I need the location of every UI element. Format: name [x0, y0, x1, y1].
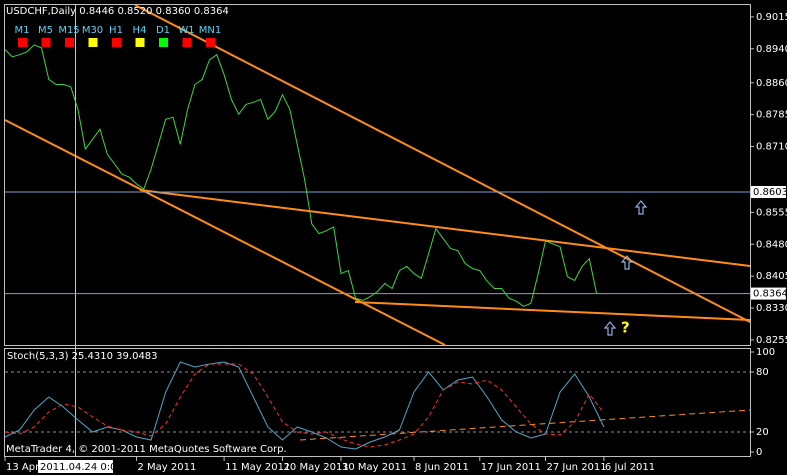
up-arrow: [634, 200, 648, 215]
crosshair-label-box: [38, 460, 113, 473]
timeframe-label: MN1: [199, 25, 221, 36]
y-tick-label: 0.8255: [756, 335, 787, 346]
series-line: [4, 44, 598, 307]
level-label: 0.8364: [753, 289, 787, 300]
x-tick-label: 6 Jul 2011: [605, 462, 655, 473]
high: 0.8520: [117, 6, 152, 17]
series-line: [4, 361, 605, 450]
timeframe-status: [135, 38, 145, 47]
trend-line: [134, 4, 751, 323]
stoch-frame: [4, 348, 751, 457]
timeframe-status: [182, 38, 192, 47]
x-tick-label: 20 May 2011: [284, 462, 349, 473]
price-frame: [4, 4, 751, 346]
y-tick-label: 20: [756, 427, 769, 438]
y-tick-label: 0.8405: [756, 271, 787, 282]
trend-line: [354, 301, 751, 321]
x-tick-label: 17 Jun 2011: [481, 462, 541, 473]
y-tick-label: 100: [756, 347, 775, 358]
x-tick-label: 8 Jun 2011: [415, 462, 469, 473]
timeframe-status: [18, 38, 27, 47]
trend-lines: [4, 4, 751, 346]
level-label-box: [751, 186, 786, 198]
up-arrow: [620, 255, 634, 270]
timeframe-label: M5: [38, 25, 53, 36]
question-mark: ?: [621, 319, 630, 337]
arrows: [603, 200, 648, 336]
level-label: 0.8603: [753, 187, 787, 198]
x-tick-label: 2 May 2011: [137, 462, 196, 473]
trend-line: [139, 189, 751, 267]
y-tick-label: 80: [756, 367, 769, 378]
up-arrow: [603, 321, 617, 336]
x-tick-label: 27 Jun 2011: [546, 462, 606, 473]
x-tick-label: 30 May 2011: [342, 462, 407, 473]
series-line: [4, 363, 605, 448]
y-tick-label: 0.9015: [756, 12, 787, 23]
x-tick-label: 11 May 2011: [225, 462, 290, 473]
timeframe-label: D1: [156, 25, 170, 36]
low: 0.8360: [156, 6, 191, 17]
timeframe-label: M30: [82, 25, 103, 36]
timeframe-label: H4: [133, 25, 147, 36]
stoch-trend-line: [299, 409, 751, 441]
x-tick-label: 13 Apr 2011: [6, 462, 68, 473]
timeframe-status: [159, 38, 168, 47]
y-tick-label: 0: [756, 447, 762, 458]
footer: MetaTrader 4, © 2001-2011 MetaQuotes Sof…: [6, 444, 287, 455]
timeframe-status: [88, 38, 98, 47]
y-tick-label: 0.8785: [756, 110, 787, 121]
timeframe-status: [41, 38, 51, 47]
symbol: USDCHF,Daily: [6, 6, 76, 17]
crosshair-label: 2011.04.24 0:00: [40, 462, 123, 473]
indicator-title: Stoch(5,3,3) 25.4310 39.0483: [7, 351, 158, 362]
timeframe-label: W1: [178, 25, 194, 36]
timeframe-label: M1: [15, 25, 30, 36]
level-label-box: [751, 287, 786, 300]
y-tick-label: 0.8555: [756, 207, 787, 218]
close: 0.8364: [194, 6, 229, 17]
timeframe-status: [206, 38, 215, 47]
timeframe-label: M15: [58, 25, 79, 36]
timeframe-status: [65, 38, 74, 47]
symbol-header: USDCHF,Daily 0.8446 0.8520 0.8360 0.8364: [6, 6, 229, 17]
timeframe-status: [112, 38, 121, 47]
open: 0.8446: [79, 6, 114, 17]
trend-line: [4, 119, 446, 346]
timeframe-label: H1: [109, 25, 123, 36]
